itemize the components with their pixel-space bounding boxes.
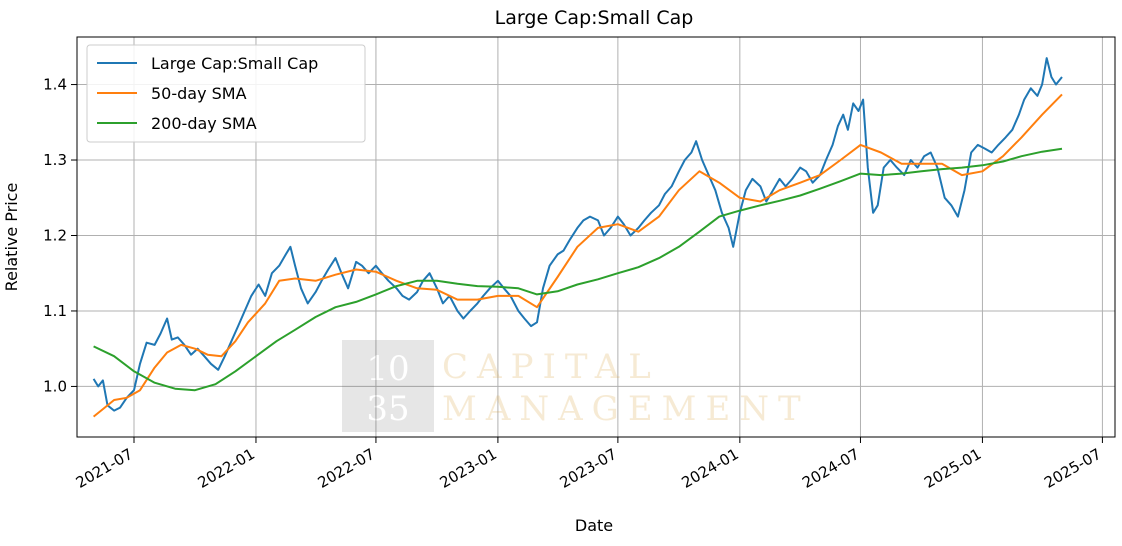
watermark-words: CAPITAL MANAGEMENT <box>442 347 810 429</box>
y-tick-label: 1.2 <box>43 226 67 244</box>
y-tick-label: 1.0 <box>43 377 67 395</box>
series-lines <box>92 57 1063 418</box>
gridlines <box>77 37 1115 437</box>
series-line <box>93 147 1063 392</box>
y-tick-label: 1.4 <box>43 76 67 94</box>
legend-box <box>86 44 366 143</box>
y-tick-label: 1.1 <box>43 302 67 320</box>
legend-label: Large Cap:Small Cap <box>151 54 318 73</box>
watermark-line1: CAPITAL <box>442 347 660 387</box>
series-line <box>92 93 1063 418</box>
legend-label: 200-day SMA <box>151 114 257 133</box>
watermark-box-bottom: 35 <box>366 389 409 429</box>
x-axis-label: Date <box>575 516 613 535</box>
watermark-box-top: 10 <box>366 349 409 389</box>
legend: Large Cap:Small Cap 50-day SMA 200-day SMA <box>86 44 366 143</box>
chart-title: Large Cap:Small Cap <box>495 7 694 29</box>
watermark-line2: MANAGEMENT <box>442 389 810 429</box>
legend-label: 50-day SMA <box>151 84 247 103</box>
watermark-logo: 10 35 <box>342 340 434 432</box>
plot-frame <box>76 36 1116 438</box>
watermark-box <box>342 340 434 432</box>
y-axis-ticks: 1.0 1.1 1.2 1.3 1.4 <box>43 76 77 395</box>
y-tick-label: 1.3 <box>43 151 67 169</box>
y-axis-label: Relative Price <box>2 183 21 292</box>
